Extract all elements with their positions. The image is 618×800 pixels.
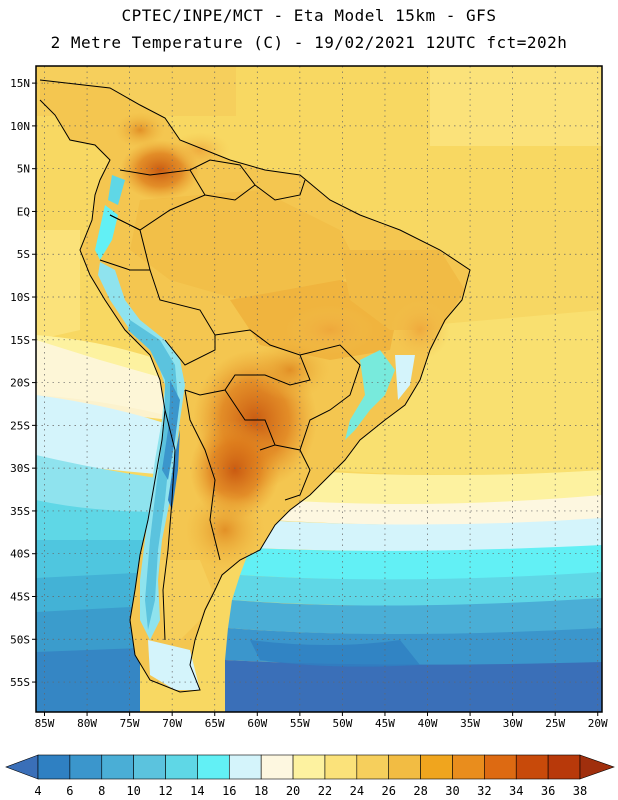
map-title-line1: CPTEC/INPE/MCT - Eta Model 15km - GFS <box>121 6 497 25</box>
longitude-labels: 85W 80W 75W 70W 65W 60W 55W 50W 45W 40W 35W 30W 25W 2… <box>35 712 608 730</box>
lon-tick-label: 40W <box>418 717 438 730</box>
lat-tick-label: 25S <box>10 419 30 432</box>
colorbar-swatch <box>547 754 581 780</box>
colorbar-label: 24 <box>350 784 364 798</box>
lat-tick-label: 5S <box>17 248 30 261</box>
colorbar-swatch <box>356 754 390 780</box>
lon-tick-label: 55W <box>290 717 310 730</box>
lat-tick-label: 55S <box>10 676 30 689</box>
lon-tick-label: 45W <box>375 717 395 730</box>
map-frame <box>35 65 603 713</box>
lat-tick-label: 15S <box>10 334 30 347</box>
coastlines-borders <box>39 79 471 693</box>
temperature-field <box>36 66 602 712</box>
colorbar-label: 34 <box>509 784 523 798</box>
colorbar-label: 6 <box>66 784 73 798</box>
colorbar-swatch <box>165 754 198 780</box>
colorbar-swatch <box>101 754 134 780</box>
lat-tick-label: 10S <box>10 291 30 304</box>
colorbar-swatch <box>292 754 326 780</box>
colorbar-label: 4 <box>34 784 41 798</box>
colorbar-label: 36 <box>541 784 555 798</box>
lon-tick-label: 65W <box>205 717 225 730</box>
lon-tick-label: 30W <box>503 717 523 730</box>
colorbar-swatch <box>197 754 230 780</box>
graticule <box>36 66 602 712</box>
colorbar-arrow-high <box>579 754 615 780</box>
colorbar-swatch <box>452 754 485 780</box>
lon-tick-label: 50W <box>332 717 352 730</box>
colorbar-label: 22 <box>318 784 332 798</box>
lon-tick-label: 75W <box>120 717 140 730</box>
lat-tick-label: 20S <box>10 377 30 390</box>
lat-tick-label: 10N <box>10 120 30 133</box>
colorbar-label: 26 <box>381 784 395 798</box>
colorbar-swatch <box>388 754 421 780</box>
colorbar-label: 32 <box>477 784 491 798</box>
colorbar-label: 12 <box>158 784 172 798</box>
lon-tick-label: 20W <box>588 717 608 730</box>
map-title-line2: 2 Metre Temperature (C) - 19/02/2021 12U… <box>50 33 568 52</box>
lat-tick-label: 35S <box>10 505 30 518</box>
colorbar-label: 10 <box>126 784 140 798</box>
colorbar-swatch <box>260 754 294 780</box>
colorbar-swatch <box>228 754 262 780</box>
colorbar-swatch <box>133 754 166 780</box>
lon-tick-label: 60W <box>247 717 267 730</box>
colorbar-arrow-low <box>5 754 39 780</box>
lon-tick-label: 85W <box>35 717 55 730</box>
lat-tick-label: EQ <box>17 205 30 218</box>
colorbar-swatch <box>484 754 517 780</box>
lon-tick-label: 70W <box>162 717 182 730</box>
colorbar <box>5 754 615 780</box>
colorbar-label: 30 <box>445 784 459 798</box>
lon-tick-label: 35W <box>460 717 480 730</box>
colorbar-swatch <box>515 754 549 780</box>
colorbar-labels: 4 6 8 10 12 14 16 18 20 22 24 26 28 30 32 34 36 38 <box>34 784 587 798</box>
lon-tick-label: 80W <box>77 717 97 730</box>
lat-tick-label: 50S <box>10 633 30 646</box>
lat-tick-label: 5N <box>17 163 30 176</box>
colorbar-swatch <box>420 754 453 780</box>
colorbar-label: 38 <box>573 784 587 798</box>
colorbar-swatch <box>37 754 71 780</box>
lat-tick-label: 15N <box>10 77 30 90</box>
colorbar-label: 16 <box>222 784 236 798</box>
colorbar-label: 8 <box>98 784 105 798</box>
lon-tick-label: 25W <box>545 717 565 730</box>
lat-tick-label: 40S <box>10 548 30 561</box>
lat-tick-label: 30S <box>10 462 30 475</box>
colorbar-label: 20 <box>286 784 300 798</box>
lat-tick-label: 45S <box>10 590 30 603</box>
colorbar-swatch <box>69 754 103 780</box>
latitude-labels: 15N 10N 5N EQ 5S 10S 15S 20S 25S 30S 35S 40S 45S 50S 5… <box>10 77 36 689</box>
colorbar-label: 18 <box>254 784 268 798</box>
colorbar-label: 28 <box>413 784 427 798</box>
colorbar-label: 14 <box>190 784 204 798</box>
colorbar-swatch <box>324 754 358 780</box>
